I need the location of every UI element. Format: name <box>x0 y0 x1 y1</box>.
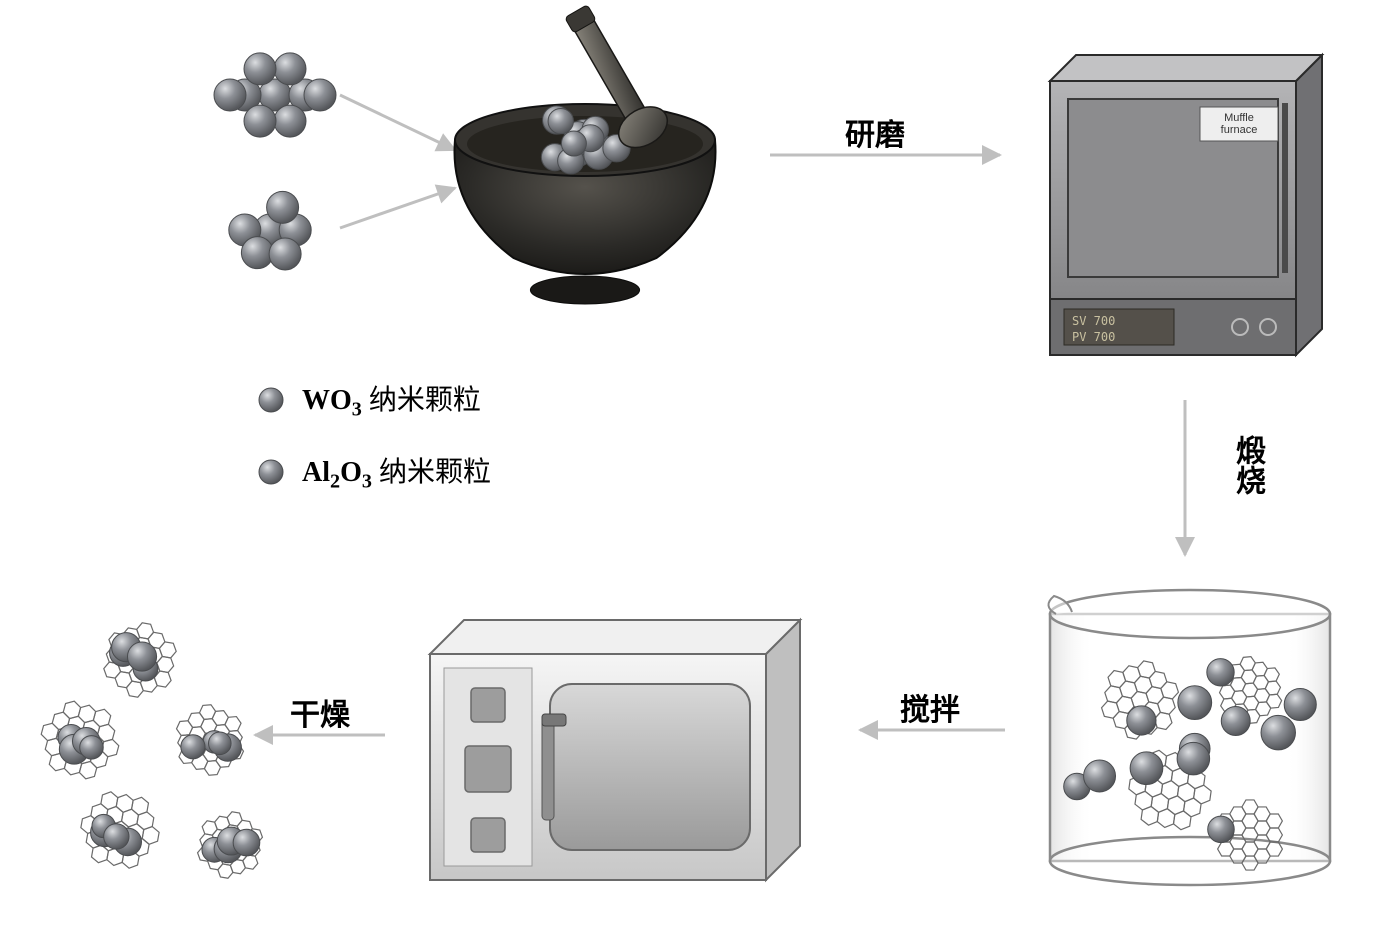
arrow-a2 <box>340 188 455 228</box>
reagent-cluster-wo3 <box>214 53 336 137</box>
reagent-cluster-al2o3 <box>229 191 311 270</box>
arrow-label-calcine: 煅烧 <box>1225 435 1269 495</box>
bullet-icon <box>258 387 284 413</box>
svg-text:PV 700: PV 700 <box>1072 330 1115 344</box>
svg-text:SV 700: SV 700 <box>1072 314 1115 328</box>
beaker-icon <box>1048 590 1330 885</box>
arrow-label-dry: 干燥 <box>290 690 350 734</box>
bullet-icon <box>258 459 284 485</box>
drying-oven-icon <box>430 620 800 880</box>
svg-text:Mufflefurnace: Mufflefurnace <box>1221 112 1258 136</box>
legend-item-al2o3: Al2O3 纳米颗粒 <box>258 450 491 494</box>
oven-button <box>465 746 511 792</box>
arrow-a1 <box>340 95 455 150</box>
arrow-label-stir: 搅拌 <box>900 685 960 729</box>
legend-label: Al2O3 纳米颗粒 <box>302 450 491 494</box>
arrow-label-grind: 研磨 <box>845 110 905 154</box>
product-composite-icon <box>33 615 275 890</box>
muffle-furnace-icon: Mufflefurnace SV 700 PV 700 <box>1050 55 1322 355</box>
legend-label: WO3 纳米颗粒 <box>302 378 481 422</box>
oven-button <box>471 818 505 852</box>
oven-button <box>471 688 505 722</box>
mortar-icon <box>454 0 715 304</box>
legend-item-wo3: WO3 纳米颗粒 <box>258 378 481 422</box>
